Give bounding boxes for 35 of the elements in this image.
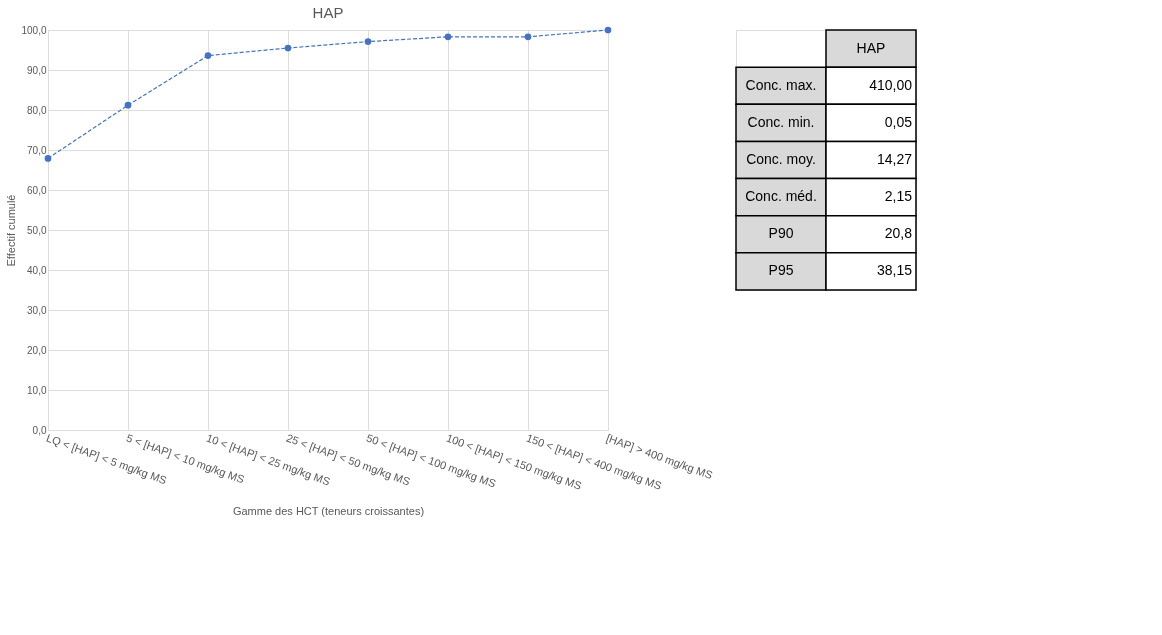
y-tick-label: 90,0 bbox=[27, 64, 47, 76]
text: 38,15 bbox=[876, 262, 913, 279]
point bbox=[44, 155, 52, 162]
y-tick-label: 50,0 bbox=[27, 224, 47, 236]
y-tick-label: 30,0 bbox=[27, 304, 47, 316]
text: 14,27 bbox=[876, 151, 913, 167]
point bbox=[524, 33, 532, 41]
text: 410,00 bbox=[869, 76, 913, 93]
y-tick-label: 0,0 bbox=[32, 424, 47, 436]
text: 20,8 bbox=[884, 225, 913, 242]
point bbox=[284, 44, 292, 52]
y-tick-label: 40,0 bbox=[27, 264, 47, 276]
y-tick-label: 80,0 bbox=[27, 104, 47, 116]
point bbox=[124, 101, 132, 109]
text: Conc. min. bbox=[747, 113, 815, 130]
point bbox=[204, 52, 212, 59]
point bbox=[604, 26, 612, 34]
y-tick-label: 100,0 bbox=[21, 24, 47, 36]
y-tick-label: 10,0 bbox=[27, 384, 47, 396]
text: P90 bbox=[768, 225, 794, 242]
text: Conc. max. bbox=[745, 76, 817, 93]
text: HAP bbox=[856, 39, 886, 56]
point bbox=[444, 33, 452, 41]
chart-title: HAP bbox=[312, 4, 344, 21]
y-tick-label: 60,0 bbox=[27, 184, 47, 196]
y-tick-label: 20,0 bbox=[27, 344, 47, 356]
text: 0,05 bbox=[884, 113, 913, 130]
y-axis-title: Effectif cumulé bbox=[5, 194, 18, 267]
x-axis-title: Gamme des HCT (teneurs croissantes) bbox=[232, 504, 425, 517]
point bbox=[364, 38, 372, 45]
text: Conc. méd. bbox=[745, 188, 817, 205]
text: Conc. moy. bbox=[746, 151, 816, 167]
y-tick-label: 70,0 bbox=[27, 144, 47, 156]
text: P95 bbox=[768, 262, 794, 279]
text: 2,15 bbox=[884, 188, 913, 205]
